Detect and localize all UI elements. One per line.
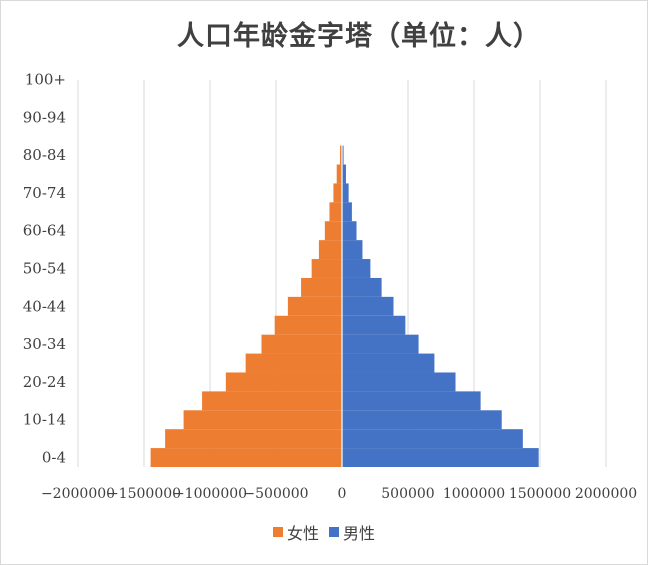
bar-female-80-84 xyxy=(340,145,342,165)
bar-male-75-79 xyxy=(342,164,346,184)
bar-male-20-24 xyxy=(342,372,456,392)
x-tick-label-7: 1500000 xyxy=(509,486,571,502)
y-tick-label-0: 0-4 xyxy=(42,449,66,467)
legend-item-female: 女性 xyxy=(272,520,319,544)
legend-swatch-male xyxy=(329,527,339,537)
legend-label-male: 男性 xyxy=(343,524,376,543)
y-tick-label-3: 30-34 xyxy=(23,335,66,353)
bar-male-50-54 xyxy=(342,259,371,278)
bar-male-0-4 xyxy=(342,448,539,467)
bar-female-10-14 xyxy=(183,410,342,430)
y-tick-label-10: 100+ xyxy=(25,70,66,88)
y-tick-label-2: 20-24 xyxy=(23,373,66,391)
bar-male-35-39 xyxy=(342,315,406,335)
bar-female-15-19 xyxy=(202,391,342,411)
bar-male-65-69 xyxy=(342,202,352,222)
bar-male-10-14 xyxy=(342,410,502,430)
x-tick-label-8: 2000000 xyxy=(575,486,637,502)
bar-male-30-34 xyxy=(342,334,419,354)
y-tick-label-8: 80-84 xyxy=(23,146,66,164)
y-tick-label-6: 60-64 xyxy=(23,222,66,240)
x-tick-label-3: −500000 xyxy=(243,486,308,502)
x-tick-label-6: 1000000 xyxy=(443,486,505,502)
legend-swatch-female xyxy=(272,527,283,537)
bar-female-40-44 xyxy=(287,296,342,316)
x-tick-label-1: −1500000 xyxy=(107,486,181,502)
bar-female-5-9 xyxy=(165,429,342,449)
bar-female-45-49 xyxy=(301,277,342,297)
bar-female-50-54 xyxy=(311,259,342,278)
legend-label-female: 女性 xyxy=(286,524,319,543)
legend-item-male: 男性 xyxy=(329,520,375,544)
bar-female-0-4 xyxy=(150,448,342,467)
bar-female-75-79 xyxy=(336,164,342,184)
bar-male-80-84 xyxy=(342,145,344,165)
y-tick-label-7: 70-74 xyxy=(23,184,66,202)
x-tick-label-2: −1000000 xyxy=(173,486,247,502)
y-tick-label-4: 40-44 xyxy=(23,297,66,315)
chart-title: 人口年龄金字塔（单位：人） xyxy=(177,21,541,52)
bar-female-30-34 xyxy=(261,334,342,354)
bar-female-70-74 xyxy=(333,183,342,203)
bar-male-15-19 xyxy=(342,391,481,411)
x-tick-label-0: −2000000 xyxy=(41,486,115,502)
bar-female-65-69 xyxy=(329,202,342,222)
bar-female-55-59 xyxy=(318,240,342,260)
y-tick-label-9: 90-94 xyxy=(23,108,66,126)
legend: 女性 男性 xyxy=(0,520,648,544)
bar-female-60-64 xyxy=(324,221,342,241)
bar-male-40-44 xyxy=(342,296,394,316)
y-tick-label-1: 10-14 xyxy=(23,411,66,429)
bar-male-55-59 xyxy=(342,240,363,260)
bar-male-25-29 xyxy=(342,353,435,373)
x-tick-label-5: 500000 xyxy=(381,486,434,502)
bar-male-70-74 xyxy=(342,183,349,203)
bar-female-35-39 xyxy=(274,315,342,335)
y-tick-label-5: 50-54 xyxy=(23,260,66,278)
x-tick-label-4: 0 xyxy=(338,486,347,502)
bar-male-45-49 xyxy=(342,277,382,297)
bar-male-60-64 xyxy=(342,221,357,241)
bar-female-25-29 xyxy=(245,353,342,373)
bar-male-5-9 xyxy=(342,429,523,449)
bar-female-20-24 xyxy=(225,372,342,392)
